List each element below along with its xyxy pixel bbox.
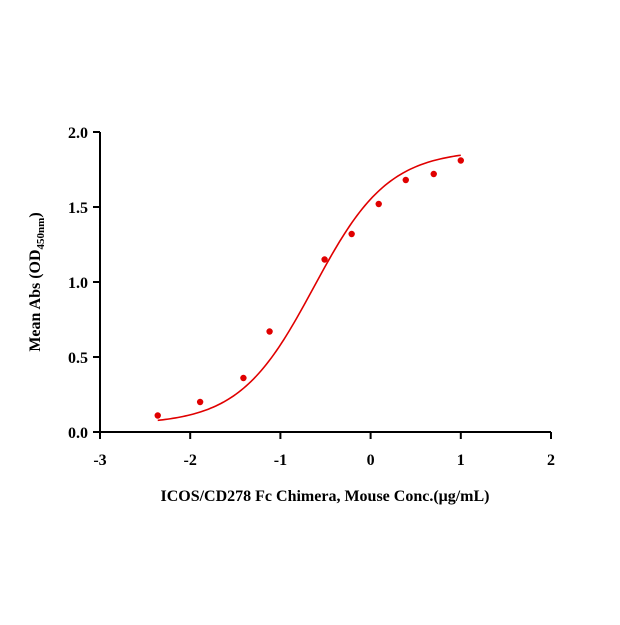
data-point bbox=[375, 200, 382, 208]
fit-curve bbox=[157, 154, 461, 422]
x-tick-label: -3 bbox=[93, 452, 106, 469]
y-axis-title-close: ) bbox=[27, 212, 44, 217]
x-tick-label: 2 bbox=[547, 452, 555, 469]
data-point bbox=[402, 176, 409, 184]
data-point bbox=[266, 328, 273, 335]
x-tick-label: 1 bbox=[457, 452, 465, 469]
y-tick-label: 1.5 bbox=[68, 200, 88, 217]
data-point bbox=[430, 170, 437, 178]
y-tick-label: 1.0 bbox=[68, 275, 88, 292]
ticks: -3 -2 -1 0 1 2 0.0 0.5 1.0 1.5 2.0 bbox=[68, 125, 555, 469]
x-tick-label: -1 bbox=[274, 452, 287, 469]
y-tick-label: 2.0 bbox=[68, 125, 88, 142]
data-point bbox=[240, 374, 247, 382]
x-tick-label: -2 bbox=[184, 452, 197, 469]
x-tick-label: 0 bbox=[367, 452, 375, 469]
data-points bbox=[154, 157, 464, 419]
fit-curve-group bbox=[157, 154, 461, 422]
data-point bbox=[348, 230, 355, 238]
y-axis-title-subscript: 450nm bbox=[35, 218, 47, 250]
data-point bbox=[321, 256, 328, 263]
y-tick-label: 0.5 bbox=[68, 350, 88, 367]
x-axis-title: ICOS/CD278 Fc Chimera, Mouse Conc.(μg/mL… bbox=[160, 488, 489, 505]
data-point bbox=[457, 157, 464, 164]
y-axis-title: Mean Abs (OD450nm) bbox=[27, 212, 47, 351]
data-point bbox=[196, 398, 204, 406]
y-axis-title-main: Mean Abs (OD bbox=[27, 249, 44, 351]
y-tick-label: 0.0 bbox=[68, 425, 88, 442]
axes bbox=[99, 132, 551, 433]
data-point bbox=[154, 412, 161, 419]
